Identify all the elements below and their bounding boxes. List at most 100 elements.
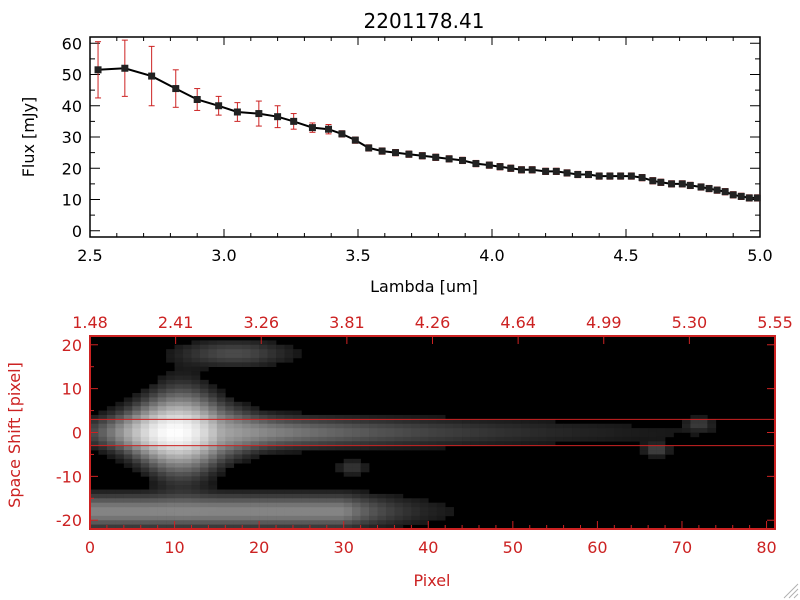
image-pixel [191,463,201,468]
image-pixel [216,388,226,394]
image-pixel [233,441,243,446]
image-pixel [157,458,167,464]
image-pixel [183,485,192,490]
image-pixel [267,410,277,416]
image-pixel [276,349,285,354]
image-pixel [132,441,142,446]
image-pixel [369,502,378,508]
image-pixel [98,450,108,455]
image-pixel [123,428,133,433]
image-pixel [707,419,717,425]
image-pixel [140,388,150,394]
image-pixel [276,410,285,416]
image-pixel [132,524,142,530]
image-pixel [90,502,99,508]
image-pixel [673,428,683,433]
data-point [255,110,263,118]
image-pixel [157,489,167,495]
image-pixel [335,489,345,495]
image-pixel [259,524,268,530]
image-pixel [276,498,285,503]
image-pixel [276,344,285,350]
image-pixel [301,445,311,451]
image-pixel [98,507,108,512]
image-pixel [419,507,429,512]
image-pixel [648,454,657,460]
image-pixel [174,414,184,420]
image-pixel [411,436,421,442]
image-pixel [343,414,353,420]
image-pixel [555,436,564,442]
image-pixel [419,511,429,517]
image-pixel [259,357,268,363]
image-pixel [183,388,192,394]
image-pixel [521,423,531,429]
image-pixel [267,344,277,350]
resize-grip-icon[interactable] [783,583,799,599]
image-pixel [183,502,192,508]
image-pixel [343,515,353,521]
image-pixel [242,507,251,512]
image-pixel [242,406,251,411]
image-pixel [352,428,361,433]
image-pixel [199,379,209,385]
data-point [705,185,713,193]
image-pixel [115,445,125,451]
image-pixel [183,357,192,363]
image-pixel [216,515,226,521]
image-pixel [157,498,167,503]
image-pixel [106,454,116,460]
image-pixel [208,524,218,530]
image-pixel [597,428,607,433]
image-top-tick-label: 4.26 [415,313,451,332]
image-pixel [166,502,175,508]
image-pixel [191,410,201,416]
image-pixel [622,432,632,438]
image-pixel [174,507,184,512]
image-pixel [225,357,235,363]
image-pixel [318,524,328,530]
image-pixel [402,520,412,525]
image-pixel [529,432,539,438]
data-point [617,172,625,180]
spectrum-x-tick-label: 5.0 [747,246,772,265]
image-pixel [233,357,243,363]
image-pixel [208,397,218,403]
image-pixel [174,489,184,495]
image-pixel [369,428,378,433]
image-pixel [352,432,361,438]
image-pixel [90,489,99,495]
image-pixel [326,524,336,530]
image-pixel [292,502,302,508]
image-pixel [343,441,353,446]
image-pixel [208,432,218,438]
image-pixel [411,502,421,508]
spectrum-x-label: Lambda [um] [370,277,478,296]
image-pixel [166,371,175,376]
image-pixel [335,419,345,425]
image-pixel [259,410,268,416]
image-pixel [250,454,260,460]
image-pixel [648,441,657,446]
image-pixel [656,432,666,438]
image-pixel [166,463,175,468]
image-pixel [123,410,133,416]
image-pixel [385,493,395,499]
image-pixel [191,498,201,503]
image-pixel [495,423,505,429]
image-pixel [140,401,150,407]
image-pixel [166,379,175,385]
image-pixel [233,340,243,346]
image-pixel [250,432,260,438]
data-point [745,194,753,202]
image-pixel [90,432,99,438]
image-pixel [267,445,277,451]
image-pixel [284,524,294,530]
image-pixel [385,423,395,429]
image-pixel [115,414,125,420]
image-pixel [276,419,285,425]
image-pixel [174,467,184,473]
image-pixel [225,436,235,442]
image-pixel [174,419,184,425]
image-pixel [250,515,260,521]
